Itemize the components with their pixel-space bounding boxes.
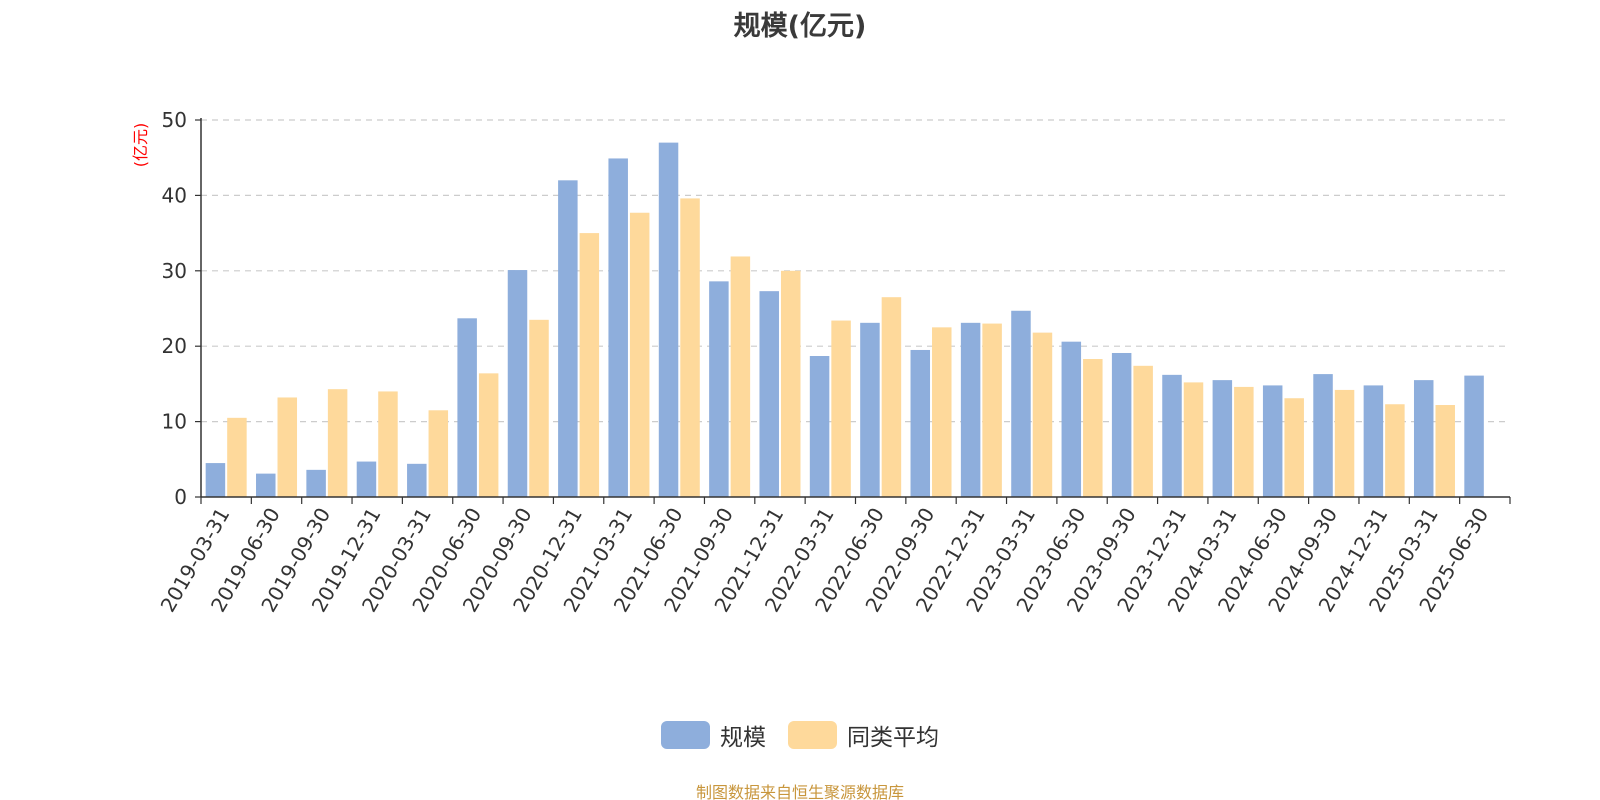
- legend-item-series-2[interactable]: 同类平均: [788, 718, 939, 752]
- bar-series-1-2021-03-31[interactable]: [608, 158, 628, 498]
- y-tick-label: 30: [162, 259, 187, 283]
- bar-series-1-2020-06-30[interactable]: [457, 318, 477, 497]
- legend-swatch-series-1: [661, 721, 710, 749]
- bar-series-1-2022-03-31[interactable]: [809, 356, 830, 497]
- legend-swatch-series-2: [788, 721, 837, 749]
- legend-label-series-1: 规模: [720, 725, 766, 751]
- bar-series-2-2022-06-30[interactable]: [881, 297, 902, 497]
- bar-series-1-2024-03-31[interactable]: [1212, 380, 1233, 497]
- bar-series-2-2022-12-31[interactable]: [982, 323, 1002, 497]
- bar-series-2-2023-03-31[interactable]: [1032, 332, 1053, 497]
- bar-series-1-2022-12-31[interactable]: [960, 322, 981, 497]
- bar-series-2-2020-03-31[interactable]: [428, 410, 449, 497]
- bar-series-2-2019-12-31[interactable]: [378, 391, 398, 497]
- bar-series-1-2020-12-31[interactable]: [558, 180, 578, 497]
- bar-series-2-2021-06-30[interactable]: [680, 198, 700, 497]
- y-tick-label: 20: [162, 334, 187, 358]
- bar-series-2-2021-12-31[interactable]: [780, 270, 801, 497]
- y-tick-label: 10: [162, 410, 187, 434]
- bar-series-1-2023-03-31[interactable]: [1011, 310, 1031, 497]
- bar-series-1-2020-03-31[interactable]: [407, 463, 427, 497]
- bar-series-2-2024-03-31[interactable]: [1234, 386, 1254, 497]
- bar-series-1-2023-06-30[interactable]: [1061, 341, 1082, 497]
- bars: [205, 142, 1484, 498]
- bar-series-2-2019-03-31[interactable]: [227, 417, 247, 497]
- y-tick-label: 0: [174, 485, 187, 509]
- bar-series-1-2025-06-30[interactable]: [1464, 375, 1484, 497]
- bar-series-1-2021-06-30[interactable]: [658, 142, 679, 497]
- bar-series-2-2023-09-30[interactable]: [1133, 365, 1153, 497]
- bar-series-2-2019-06-30[interactable]: [277, 397, 298, 497]
- bar-series-1-2021-12-31[interactable]: [759, 291, 779, 497]
- bar-series-1-2024-12-31[interactable]: [1363, 385, 1384, 497]
- bar-series-2-2020-06-30[interactable]: [478, 373, 499, 497]
- bar-series-1-2024-09-30[interactable]: [1313, 374, 1333, 497]
- bar-series-1-2024-06-30[interactable]: [1262, 385, 1283, 497]
- bar-series-2-2024-06-30[interactable]: [1284, 398, 1304, 497]
- bar-series-1-2019-09-30[interactable]: [306, 469, 326, 497]
- bar-series-1-2019-03-31[interactable]: [205, 463, 226, 497]
- bar-series-2-2019-09-30[interactable]: [327, 389, 348, 497]
- y-axis-label: (亿元): [131, 123, 150, 168]
- y-tick-label: 40: [162, 183, 187, 207]
- bar-series-2-2024-09-30[interactable]: [1334, 389, 1355, 497]
- bar-series-1-2022-06-30[interactable]: [860, 322, 880, 497]
- bar-series-1-2019-06-30[interactable]: [256, 473, 276, 497]
- bar-series-1-2023-12-31[interactable]: [1162, 374, 1182, 497]
- legend: 规模 同类平均: [0, 718, 1600, 752]
- bar-series-2-2023-06-30[interactable]: [1083, 359, 1103, 497]
- bar-series-1-2021-09-30[interactable]: [709, 281, 729, 497]
- bar-series-2-2021-03-31[interactable]: [629, 212, 650, 497]
- legend-label-series-2: 同类平均: [847, 725, 939, 751]
- bar-series-2-2022-09-30[interactable]: [932, 327, 952, 497]
- chart-title: 规模(亿元): [733, 11, 867, 42]
- legend-item-series-1[interactable]: 规模: [661, 718, 766, 752]
- bar-series-1-2019-12-31[interactable]: [356, 461, 377, 497]
- bar-series-2-2024-12-31[interactable]: [1385, 404, 1405, 497]
- bar-series-2-2023-12-31[interactable]: [1183, 382, 1204, 497]
- bar-series-2-2020-09-30[interactable]: [529, 319, 549, 497]
- source-note: 制图数据来自恒生聚源数据库: [695, 783, 904, 800]
- bar-series-2-2020-12-31[interactable]: [579, 233, 600, 497]
- y-tick-label: 50: [162, 108, 187, 132]
- bar-series-1-2025-03-31[interactable]: [1413, 380, 1434, 497]
- bar-series-1-2020-09-30[interactable]: [507, 270, 528, 497]
- bar-series-2-2025-03-31[interactable]: [1435, 405, 1455, 497]
- bar-series-1-2022-09-30[interactable]: [910, 349, 931, 497]
- bar-series-2-2022-03-31[interactable]: [831, 320, 851, 497]
- bar-series-1-2023-09-30[interactable]: [1111, 352, 1132, 497]
- bar-series-2-2021-09-30[interactable]: [730, 256, 751, 497]
